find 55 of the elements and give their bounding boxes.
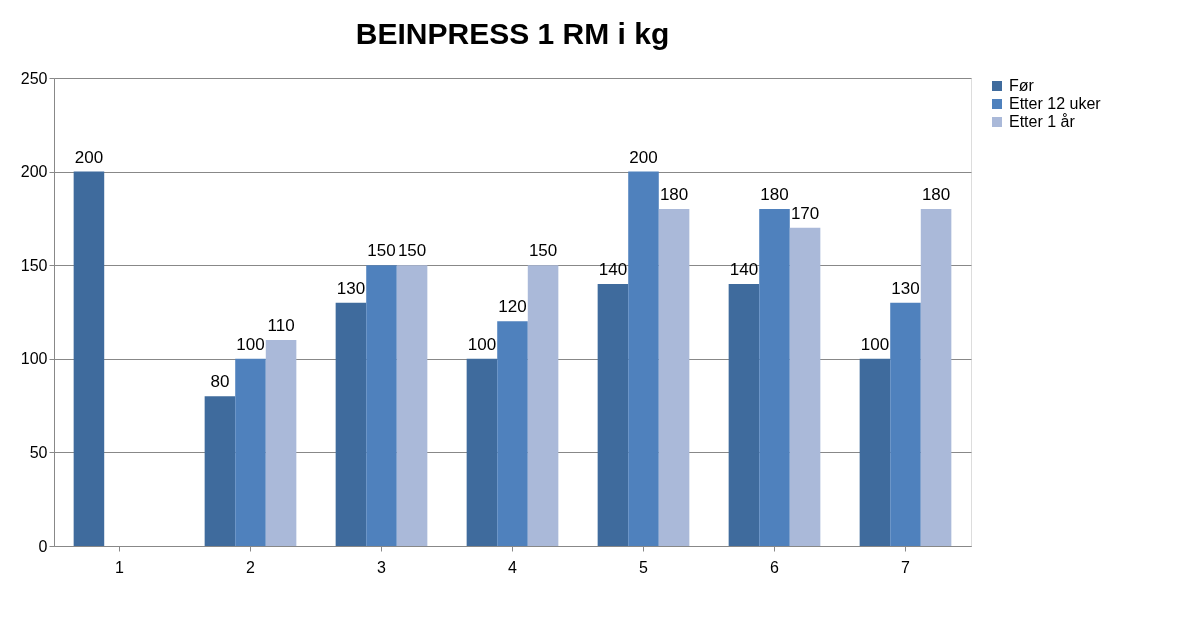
bar xyxy=(890,302,921,546)
bar xyxy=(920,209,952,546)
bar xyxy=(759,209,790,546)
data-label: 200 xyxy=(74,147,104,167)
bar xyxy=(396,265,428,546)
data-label: 150 xyxy=(367,241,396,261)
bar xyxy=(335,302,367,546)
data-label: 170 xyxy=(790,203,820,223)
bar xyxy=(527,265,559,546)
bar xyxy=(859,358,891,546)
bar xyxy=(497,321,528,546)
bar xyxy=(658,209,690,546)
y-tick-label: 50 xyxy=(29,443,48,461)
data-label: 150 xyxy=(397,241,427,261)
bar xyxy=(204,396,236,546)
data-label: 120 xyxy=(498,297,527,317)
bar xyxy=(789,227,821,546)
data-label: 200 xyxy=(629,147,658,167)
x-tick-label: 2 xyxy=(246,558,256,576)
data-label: 180 xyxy=(921,185,951,205)
x-tick-label: 3 xyxy=(377,558,387,576)
chart-title: BEINPRESS 1 RM i kg xyxy=(355,17,670,50)
legend-label: Etter 12 uker xyxy=(1009,95,1102,112)
data-label: 140 xyxy=(729,259,759,279)
data-label: 100 xyxy=(236,334,265,354)
x-tick-label: 4 xyxy=(508,558,518,576)
x-tick-label: 6 xyxy=(770,558,780,576)
bar xyxy=(728,283,760,546)
data-label: 130 xyxy=(891,278,920,298)
data-label: 80 xyxy=(210,372,230,392)
y-tick-label: 150 xyxy=(20,256,48,274)
data-label: 140 xyxy=(598,259,628,279)
bar xyxy=(265,340,297,546)
bar xyxy=(628,171,659,546)
data-label: 100 xyxy=(860,334,890,354)
x-tick-label: 1 xyxy=(115,558,125,576)
data-label: 110 xyxy=(267,316,295,336)
data-label: 130 xyxy=(336,278,366,298)
bar xyxy=(73,171,105,546)
bar xyxy=(366,265,397,546)
y-tick-label: 0 xyxy=(38,537,48,555)
legend-label: Før xyxy=(1009,77,1035,94)
data-label: 100 xyxy=(467,334,497,354)
y-tick-label: 200 xyxy=(20,163,48,181)
data-label: 150 xyxy=(528,241,558,261)
bar xyxy=(597,283,629,546)
x-tick-label: 5 xyxy=(639,558,649,576)
bar xyxy=(235,358,266,546)
data-label: 180 xyxy=(760,185,789,205)
y-tick-label: 250 xyxy=(20,69,48,87)
bar xyxy=(466,358,498,546)
legend-label: Etter 1 år xyxy=(1009,113,1076,130)
x-tick-label: 7 xyxy=(901,558,911,576)
data-label: 180 xyxy=(659,185,689,205)
y-tick-label: 100 xyxy=(20,350,48,368)
